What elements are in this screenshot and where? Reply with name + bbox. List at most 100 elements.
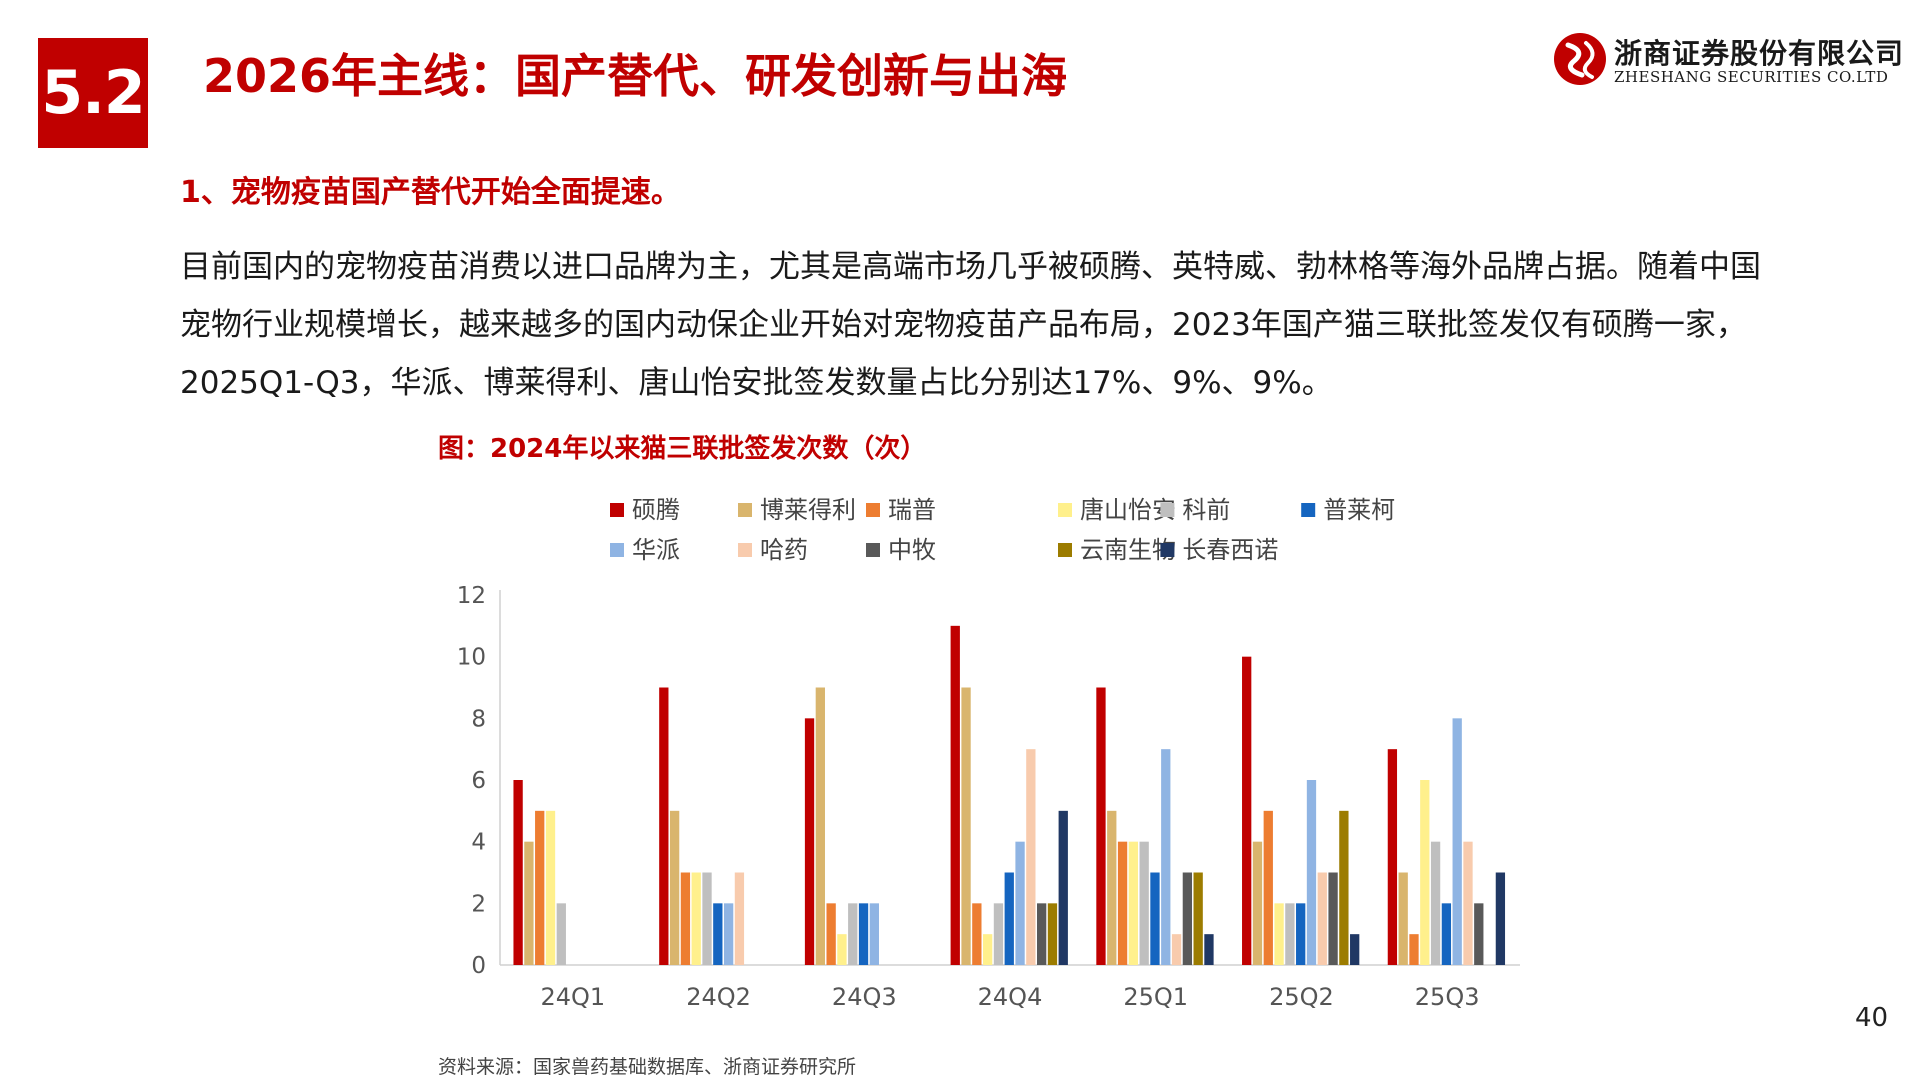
- bar-25Q2-series-2: [1252, 841, 1263, 965]
- body-paragraph: 目前国内的宠物疫苗消费以进口品牌为主，尤其是高端市场几乎被硕腾、英特威、勃林格等…: [180, 249, 1761, 401]
- bar-25Q3-series-2: [1398, 872, 1408, 965]
- bar-24Q3-series-7: [869, 903, 879, 965]
- y-tick-label: 12: [457, 583, 486, 609]
- bar-24Q4-series-10: [1047, 903, 1058, 965]
- bar-25Q1-series-3: [1117, 841, 1128, 965]
- bar-24Q1-series-5: [556, 903, 566, 965]
- x-tick-label: 25Q1: [1123, 983, 1188, 1011]
- bar-25Q1-series-7: [1161, 749, 1171, 965]
- bar-24Q1-series-2: [524, 841, 534, 965]
- legend-swatch-1: [610, 503, 624, 517]
- y-tick-label: 2: [471, 891, 486, 917]
- bar-25Q1-series-10: [1193, 872, 1203, 965]
- company-name-en: ZHESHANG SECURITIES CO.LTD: [1614, 68, 1889, 86]
- bar-24Q4-series-4: [983, 934, 993, 965]
- bar-25Q1-series-8: [1171, 934, 1182, 965]
- y-tick-label: 6: [471, 768, 486, 794]
- bar-24Q4-series-8: [1026, 749, 1036, 965]
- bar-24Q4-series-9: [1037, 903, 1047, 965]
- legend-swatch-9: [866, 543, 880, 557]
- bar-24Q4-series-7: [1015, 841, 1025, 965]
- legend-label-6: 普莱柯: [1323, 496, 1395, 524]
- bar-24Q2-series-4: [691, 872, 701, 965]
- bar-25Q2-series-8: [1317, 872, 1327, 965]
- bar-25Q2-series-6: [1296, 903, 1306, 965]
- legend-swatch-3: [866, 503, 880, 517]
- legend-swatch-7: [610, 543, 624, 557]
- bar-24Q2-series-5: [702, 872, 712, 965]
- section-heading: 1、宠物疫苗国产替代开始全面提速。: [180, 175, 681, 210]
- legend-swatch-11: [1160, 543, 1175, 557]
- legend-swatch-8: [738, 543, 752, 557]
- bar-25Q3-series-3: [1409, 934, 1419, 965]
- bar-25Q2-series-11: [1350, 934, 1360, 965]
- legend-label-4: 唐山怡安: [1080, 496, 1176, 524]
- bar-25Q1-series-4: [1128, 841, 1139, 965]
- x-tick-label: 24Q4: [978, 983, 1043, 1011]
- legend-swatch-4: [1058, 503, 1072, 517]
- bar-24Q3-series-4: [837, 934, 847, 965]
- y-tick-label: 8: [471, 706, 486, 732]
- bar-24Q4-series-11: [1058, 810, 1068, 965]
- x-tick-label: 24Q2: [686, 983, 751, 1011]
- y-tick-label: 10: [457, 645, 486, 671]
- bar-24Q4-series-6: [1004, 872, 1014, 965]
- bar-25Q1-series-2: [1107, 810, 1117, 965]
- bar-24Q2-series-3: [680, 872, 691, 965]
- x-tick-label: 24Q3: [832, 983, 897, 1011]
- page-number: 40: [1855, 1003, 1889, 1033]
- bar-25Q3-series-7: [1452, 718, 1462, 965]
- bar-24Q4-series-3: [972, 903, 982, 965]
- bar-24Q2-series-2: [669, 810, 680, 965]
- bar-24Q1-series-4: [545, 810, 556, 965]
- bar-25Q3-series-9: [1474, 903, 1484, 965]
- bar-25Q1-series-11: [1204, 934, 1214, 965]
- bar-24Q2-series-1: [659, 687, 669, 965]
- bar-24Q3-series-5: [848, 903, 858, 965]
- legend-label-1: 硕腾: [632, 496, 680, 524]
- legend-swatch-6: [1301, 503, 1316, 517]
- bar-24Q2-series-8: [734, 872, 745, 965]
- bar-24Q4-series-5: [993, 903, 1004, 965]
- legend-label-3: 瑞普: [888, 496, 936, 524]
- legend-label-9: 中牧: [888, 536, 936, 564]
- legend-swatch-2: [738, 503, 752, 517]
- bar-25Q2-series-9: [1328, 872, 1338, 965]
- bar-24Q3-series-6: [858, 903, 869, 965]
- bar-24Q2-series-7: [723, 903, 734, 965]
- bar-25Q3-series-11: [1495, 872, 1506, 965]
- bar-24Q3-series-3: [826, 903, 836, 965]
- bar-24Q2-series-6: [713, 903, 723, 965]
- bar-25Q1-series-5: [1139, 841, 1149, 965]
- chart-caption: 图：2024年以来猫三联批签发次数（次）: [438, 434, 927, 464]
- y-tick-label: 4: [471, 830, 486, 856]
- source-note: 资料来源：国家兽药基础数据库、浙商证券研究所: [438, 1056, 857, 1078]
- bar-24Q1-series-3: [535, 810, 545, 965]
- bar-25Q3-series-1: [1387, 749, 1398, 965]
- bar-25Q1-series-6: [1150, 872, 1160, 965]
- company-logo: 浙商证券股份有限公司 ZHESHANG SECURITIES CO.LTD: [1550, 28, 1903, 90]
- legend-label-11: 长春西诺: [1182, 536, 1278, 564]
- bar-25Q1-series-9: [1182, 872, 1193, 965]
- x-tick-label: 25Q2: [1269, 983, 1334, 1011]
- bar-24Q3-series-1: [804, 718, 815, 965]
- legend-swatch-10: [1058, 543, 1072, 557]
- bar-25Q2-series-4: [1274, 903, 1284, 965]
- x-tick-label: 24Q1: [541, 983, 606, 1011]
- legend-swatch-5: [1160, 503, 1175, 517]
- bar-25Q1-series-1: [1096, 687, 1106, 965]
- legend-label-10: 云南生物: [1080, 536, 1176, 564]
- bar-25Q2-series-3: [1263, 810, 1273, 965]
- bar-25Q2-series-5: [1285, 903, 1295, 965]
- section-number-badge: 5.2: [38, 38, 148, 148]
- bar-25Q2-series-10: [1339, 810, 1349, 965]
- company-logo-icon: [1554, 33, 1606, 85]
- legend-label-5: 科前: [1182, 496, 1230, 524]
- legend-label-2: 博莱得利: [760, 496, 856, 524]
- legend-label-7: 华派: [632, 536, 680, 564]
- legend-label-8: 哈药: [760, 536, 808, 564]
- bar-25Q2-series-7: [1306, 780, 1317, 965]
- bar-25Q3-series-8: [1463, 841, 1473, 965]
- bar-24Q3-series-2: [815, 687, 825, 965]
